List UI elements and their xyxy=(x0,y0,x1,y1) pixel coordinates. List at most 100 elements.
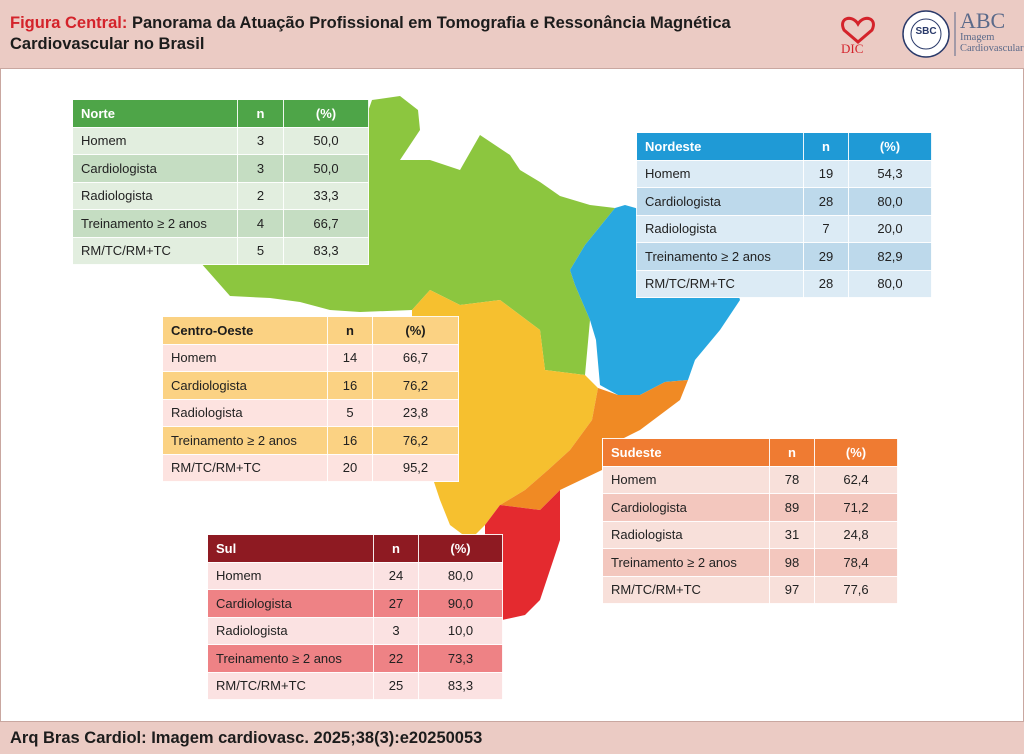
table-sul: Sul n (%) Homem 24 80,0 Cardiologista 27 90,… xyxy=(207,534,503,700)
column-pct: (%) xyxy=(814,438,898,467)
cell-n: 7 xyxy=(803,214,849,243)
region-sul xyxy=(485,490,560,620)
cell-n: 3 xyxy=(237,126,284,155)
column-n: n xyxy=(327,316,373,345)
row-label: Radiologista xyxy=(602,520,770,549)
table-header-row: Sul n (%) xyxy=(207,534,503,563)
cell-n: 16 xyxy=(327,371,373,400)
row-label: RM/TC/RM+TC xyxy=(72,236,238,265)
cell-n: 28 xyxy=(803,187,849,216)
row-label: Treinamento ≥ 2 anos xyxy=(207,644,374,673)
region-name: Sudeste xyxy=(602,438,770,467)
table-row: Homem 14 66,7 xyxy=(162,343,459,372)
cell-pct: 71,2 xyxy=(814,493,898,522)
cell-pct: 66,7 xyxy=(283,209,369,238)
cell-pct: 77,6 xyxy=(814,575,898,604)
footer-bar: Arq Bras Cardiol: Imagem cardiovasc. 202… xyxy=(0,721,1024,754)
sbc-seal-icon xyxy=(902,10,950,58)
column-pct: (%) xyxy=(848,132,932,161)
column-n: n xyxy=(373,534,419,563)
cell-n: 16 xyxy=(327,426,373,455)
table-row: Homem 78 62,4 xyxy=(602,465,898,494)
cell-pct: 54,3 xyxy=(848,159,932,188)
table-row: Radiologista 5 23,8 xyxy=(162,398,459,427)
row-label: Cardiologista xyxy=(72,154,238,183)
cell-pct: 76,2 xyxy=(372,371,459,400)
row-label: Treinamento ≥ 2 anos xyxy=(72,209,238,238)
cell-n: 98 xyxy=(769,548,815,577)
table-header-row: Norte n (%) xyxy=(72,99,369,128)
row-label: RM/TC/RM+TC xyxy=(602,575,770,604)
table-header-row: Sudeste n (%) xyxy=(602,438,898,467)
cell-pct: 23,8 xyxy=(372,398,459,427)
dic-heart-icon xyxy=(841,16,875,44)
region-sudeste xyxy=(500,380,688,510)
table-row: Treinamento ≥ 2 anos 16 76,2 xyxy=(162,426,459,455)
cell-n: 24 xyxy=(373,561,419,590)
cell-pct: 90,0 xyxy=(418,589,503,618)
header-bar: Figura Central: Panorama da Atuação Prof… xyxy=(0,0,1024,69)
row-label: Homem xyxy=(636,159,804,188)
cell-pct: 50,0 xyxy=(283,154,369,183)
table-norte: Norte n (%) Homem 3 50,0 Cardiologista 3 50,… xyxy=(72,99,369,265)
cell-n: 31 xyxy=(769,520,815,549)
abc-logo: ABC Imagem Cardiovascular xyxy=(960,10,1024,55)
row-label: RM/TC/RM+TC xyxy=(636,269,804,298)
table-row: RM/TC/RM+TC 28 80,0 xyxy=(636,269,932,298)
region-centro-oeste xyxy=(412,290,598,540)
cell-pct: 80,0 xyxy=(418,561,503,590)
cell-pct: 83,3 xyxy=(283,236,369,265)
region-name: Centro-Oeste xyxy=(162,316,328,345)
cell-n: 3 xyxy=(237,154,284,183)
cell-pct: 82,9 xyxy=(848,242,932,271)
cell-n: 22 xyxy=(373,644,419,673)
citation: Arq Bras Cardiol: Imagem cardiovasc. 202… xyxy=(10,729,483,747)
table-row: RM/TC/RM+TC 20 95,2 xyxy=(162,453,459,482)
cell-pct: 73,3 xyxy=(418,644,503,673)
row-label: RM/TC/RM+TC xyxy=(207,671,374,700)
cell-n: 3 xyxy=(373,616,419,645)
row-label: Homem xyxy=(162,343,328,372)
cell-n: 4 xyxy=(237,209,284,238)
region-name: Sul xyxy=(207,534,374,563)
cell-pct: 24,8 xyxy=(814,520,898,549)
cell-n: 97 xyxy=(769,575,815,604)
cell-pct: 95,2 xyxy=(372,453,459,482)
table-row: Homem 3 50,0 xyxy=(72,126,369,155)
cell-pct: 50,0 xyxy=(283,126,369,155)
cell-n: 29 xyxy=(803,242,849,271)
cell-n: 78 xyxy=(769,465,815,494)
table-header-row: Centro-Oeste n (%) xyxy=(162,316,459,345)
row-label: RM/TC/RM+TC xyxy=(162,453,328,482)
row-label: Radiologista xyxy=(72,181,238,210)
region-name: Nordeste xyxy=(636,132,804,161)
row-label: Treinamento ≥ 2 anos xyxy=(602,548,770,577)
table-row: RM/TC/RM+TC 25 83,3 xyxy=(207,671,503,700)
table-row: Radiologista 7 20,0 xyxy=(636,214,932,243)
sbc-logo-text: SBC xyxy=(915,26,937,37)
cell-pct: 66,7 xyxy=(372,343,459,372)
cell-pct: 80,0 xyxy=(848,269,932,298)
cell-n: 19 xyxy=(803,159,849,188)
row-label: Homem xyxy=(602,465,770,494)
table-row: Cardiologista 28 80,0 xyxy=(636,187,932,216)
cell-n: 5 xyxy=(237,236,284,265)
table-row: Cardiologista 27 90,0 xyxy=(207,589,503,618)
table-row: Cardiologista 3 50,0 xyxy=(72,154,369,183)
cell-pct: 76,2 xyxy=(372,426,459,455)
figure-title-lead: Figura Central: xyxy=(10,14,128,32)
cell-n: 20 xyxy=(327,453,373,482)
logo-group: DIC SBC ABC Imagem Cardiovascular xyxy=(836,8,1024,60)
table-sudeste: Sudeste n (%) Homem 78 62,4 Cardiologista 8… xyxy=(602,438,898,604)
row-label: Treinamento ≥ 2 anos xyxy=(636,242,804,271)
logos-graphic xyxy=(841,10,956,58)
table-row: Treinamento ≥ 2 anos 4 66,7 xyxy=(72,209,369,238)
row-label: Cardiologista xyxy=(602,493,770,522)
dic-logo-text: DIC xyxy=(841,41,864,56)
table-row: RM/TC/RM+TC 5 83,3 xyxy=(72,236,369,265)
cell-n: 14 xyxy=(327,343,373,372)
table-row: Treinamento ≥ 2 anos 98 78,4 xyxy=(602,548,898,577)
table-row: Cardiologista 16 76,2 xyxy=(162,371,459,400)
row-label: Homem xyxy=(72,126,238,155)
row-label: Cardiologista xyxy=(636,187,804,216)
